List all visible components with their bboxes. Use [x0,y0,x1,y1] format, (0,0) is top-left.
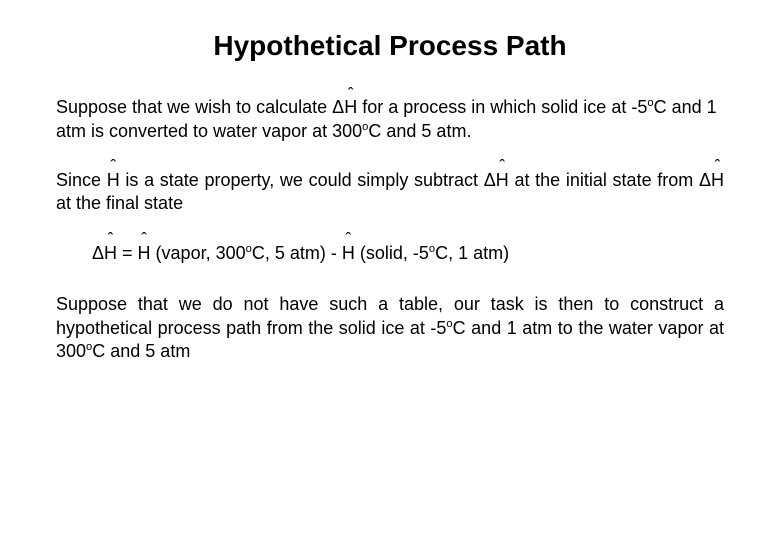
slide-title: Hypothetical Process Path [56,30,724,62]
text: C and 5 atm. [368,121,471,141]
paragraph-3: Suppose that we do not have such a table… [56,293,724,363]
text: (vapor, 300 [151,243,246,263]
text: = [117,243,138,263]
text: at the initial state from [509,170,699,190]
h-hat: H [107,169,120,192]
text: Since [56,170,107,190]
text: C and 5 atm [92,341,190,361]
text: Suppose that we wish to calculate [56,97,332,117]
slide: Hypothetical Process Path Suppose that w… [0,0,780,540]
text: C, 5 atm) - [252,243,342,263]
h-hat: H [342,242,355,265]
delta: Δ [92,243,104,263]
text: at the final state [56,193,183,213]
paragraph-1: Suppose that we wish to calculate ΔH for… [56,96,724,143]
delta: Δ [332,97,344,117]
delta: Δ [699,170,711,190]
delta: Δ [484,170,496,190]
h-hat: H [104,242,117,265]
text: for a process in which solid ice at -5 [357,97,647,117]
text: (solid, -5 [355,243,429,263]
h-hat: H [344,96,357,119]
h-hat: H [711,169,724,192]
h-hat: H [138,242,151,265]
text: is a state property, we could simply sub… [120,170,484,190]
h-hat: H [496,169,509,192]
text: C, 1 atm) [435,243,509,263]
equation: ΔH = H (vapor, 300oC, 5 atm) - H (solid,… [92,242,724,265]
paragraph-2: Since H is a state property, we could si… [56,169,724,216]
